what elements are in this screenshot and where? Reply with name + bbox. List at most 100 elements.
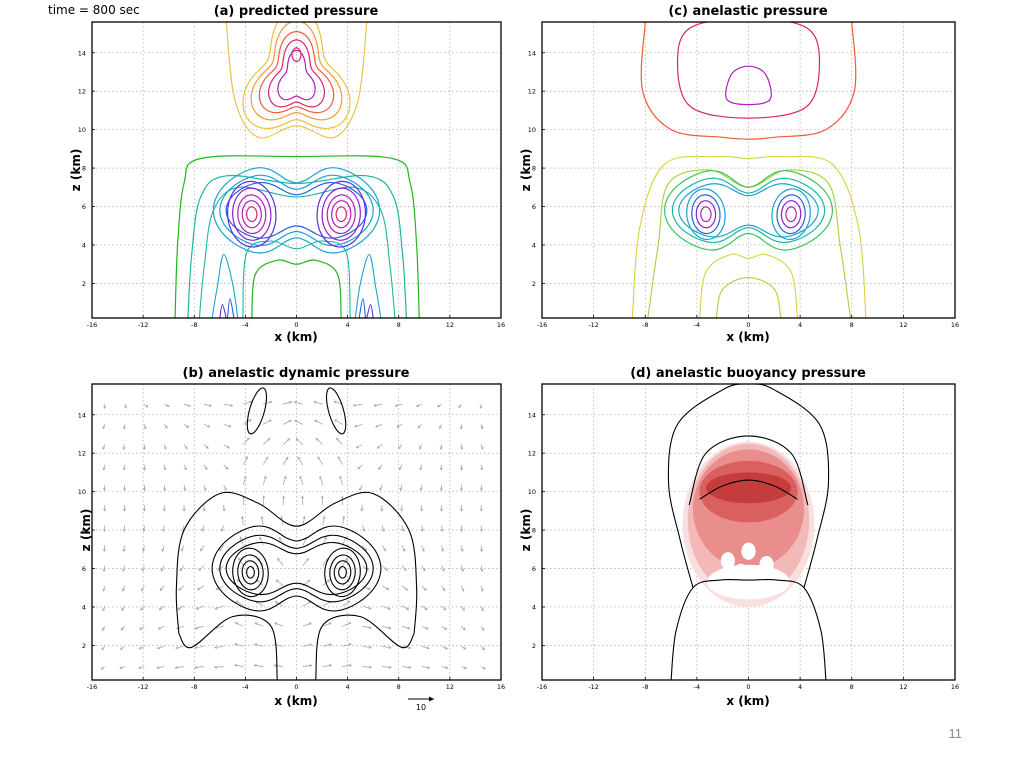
velocity-vector xyxy=(282,401,292,405)
velocity-vector xyxy=(102,625,106,631)
velocity-vector xyxy=(339,476,343,486)
velocity-vector-head xyxy=(340,495,344,499)
velocity-vector-head xyxy=(139,627,143,631)
x-tick-label: 0 xyxy=(294,683,298,691)
velocity-vector-head xyxy=(335,437,339,441)
velocity-vector-head xyxy=(195,607,199,610)
velocity-vector-head xyxy=(137,666,142,670)
velocity-vector xyxy=(461,646,467,650)
contour-line xyxy=(251,259,342,318)
velocity-vector-head xyxy=(463,666,468,670)
velocity-vector-head xyxy=(337,456,341,460)
velocity-vector xyxy=(175,666,185,669)
contour-outer xyxy=(174,155,420,318)
velocity-vector-head xyxy=(459,426,463,430)
x-tick-label: 0 xyxy=(294,321,298,329)
velocity-vector xyxy=(234,643,244,647)
velocity-vector-head xyxy=(460,528,464,532)
velocity-vector xyxy=(223,484,227,491)
velocity-vector-head xyxy=(158,607,162,611)
velocity-vector-head xyxy=(407,626,411,630)
velocity-vector-head xyxy=(441,548,445,553)
velocity-vector xyxy=(123,464,125,471)
velocity-vector xyxy=(461,585,465,592)
velocity-vector-head xyxy=(273,622,278,626)
velocity-vector-head xyxy=(442,588,446,592)
contour-core xyxy=(785,206,797,223)
velocity-vector xyxy=(302,516,305,526)
velocity-vector xyxy=(254,643,264,647)
velocity-vector-head xyxy=(379,487,383,491)
velocity-vector-head xyxy=(239,536,243,540)
velocity-vector xyxy=(194,666,204,668)
velocity-vector-head xyxy=(119,646,124,650)
panel-b-title: (b) anelastic dynamic pressure xyxy=(183,366,410,381)
contour-core xyxy=(241,200,262,229)
contour-core xyxy=(691,194,721,235)
x-tick-label: 12 xyxy=(899,321,907,329)
velocity-vector-head xyxy=(142,528,146,532)
velocity-vector xyxy=(382,666,392,668)
velocity-vector xyxy=(421,625,429,630)
x-tick-label: -4 xyxy=(242,683,248,691)
contour-inner xyxy=(699,479,798,500)
velocity-vector xyxy=(183,403,191,407)
velocity-vector-head xyxy=(164,425,168,429)
contour-core xyxy=(776,194,806,235)
velocity-vector-head xyxy=(368,645,372,649)
panel-b-xlabel: x (km) xyxy=(274,694,317,708)
velocity-vector-head xyxy=(281,495,285,499)
velocity-vector xyxy=(196,605,204,610)
contour-core xyxy=(329,554,356,591)
velocity-vector-head xyxy=(215,587,219,591)
contour-lower xyxy=(670,578,827,680)
x-tick-label: -16 xyxy=(537,683,548,691)
velocity-vector xyxy=(362,545,367,552)
velocity-vector xyxy=(214,645,224,649)
velocity-vector xyxy=(480,424,483,429)
velocity-vector-head xyxy=(460,548,464,553)
velocity-vector xyxy=(362,605,372,610)
x-tick-label: -8 xyxy=(191,321,197,329)
velocity-vector xyxy=(417,424,423,429)
panel-d-ylabel: z (km) xyxy=(519,509,533,552)
velocity-vector-head xyxy=(383,548,387,552)
velocity-vector xyxy=(235,600,244,607)
y-tick-label: 4 xyxy=(82,241,86,249)
velocity-vector xyxy=(223,444,230,449)
velocity-vector xyxy=(254,664,264,667)
y-tick-label: 8 xyxy=(82,165,86,173)
velocity-vector-head xyxy=(462,608,465,612)
velocity-vector-head xyxy=(267,437,271,441)
velocity-vector-head xyxy=(300,495,304,499)
contour-core xyxy=(237,194,267,235)
velocity-vector-head xyxy=(289,400,293,404)
velocity-vector xyxy=(177,605,185,610)
velocity-vector xyxy=(179,565,185,572)
velocity-vector xyxy=(214,605,224,610)
velocity-vector xyxy=(419,444,423,450)
velocity-vector-head xyxy=(348,643,352,647)
velocity-vector-head xyxy=(248,419,252,422)
velocity-vector-head xyxy=(368,626,372,630)
velocity-vector xyxy=(421,645,429,649)
y-tick-label: 12 xyxy=(528,88,536,96)
contour-line xyxy=(315,614,415,680)
velocity-vector-head xyxy=(463,646,467,650)
velocity-vector-head xyxy=(102,627,105,632)
velocity-vector-head xyxy=(123,508,127,512)
velocity-vector-head xyxy=(345,557,348,561)
velocity-vector-head xyxy=(187,404,191,407)
contour-line xyxy=(198,186,396,318)
velocity-vector xyxy=(381,565,388,571)
velocity-vector-head xyxy=(462,627,466,631)
shaded-region xyxy=(705,472,792,504)
velocity-vector xyxy=(437,403,442,408)
velocity-vector xyxy=(374,403,383,407)
velocity-vector xyxy=(400,484,403,491)
velocity-vector-head xyxy=(419,467,423,471)
velocity-vector xyxy=(460,444,463,450)
velocity-vector-head xyxy=(178,587,182,591)
contour-line xyxy=(211,254,239,318)
contour-top xyxy=(258,30,335,114)
